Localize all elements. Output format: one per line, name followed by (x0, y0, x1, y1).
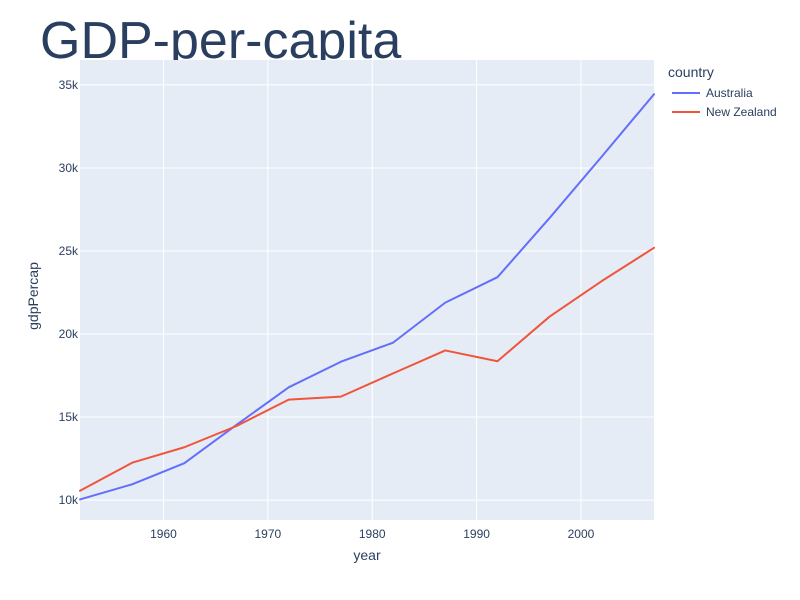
series-line-australia (79, 93, 655, 501)
y-tick-label: 35k (59, 78, 79, 92)
y-tick-label: 20k (59, 327, 79, 341)
plot-area (80, 60, 654, 520)
legend-title: country (668, 64, 714, 80)
y-tick-label: 25k (59, 244, 79, 258)
legend-label-new-zealand: New Zealand (706, 105, 777, 119)
x-tick-label: 1990 (463, 527, 490, 541)
tick-labels: 1960 1970 1980 1990 2000 10k 15k 20k 25k 30k 35k (59, 78, 595, 541)
legend-label-australia: Australia (706, 86, 753, 100)
x-tick-label: 1970 (255, 527, 282, 541)
x-axis-title: year (353, 547, 381, 563)
y-tick-label: 30k (59, 161, 79, 175)
y-tick-label: 15k (59, 410, 79, 424)
x-tick-label: 1980 (359, 527, 386, 541)
y-axis-title: gdpPercap (25, 262, 41, 330)
x-tick-label: 2000 (568, 527, 595, 541)
legend: country Australia New Zealand (668, 64, 777, 119)
series-lines (79, 93, 655, 501)
x-tick-label: 1960 (150, 527, 177, 541)
y-tick-label: 10k (59, 493, 79, 507)
grid-lines (80, 60, 654, 520)
series-line-new-zealand (79, 246, 655, 492)
